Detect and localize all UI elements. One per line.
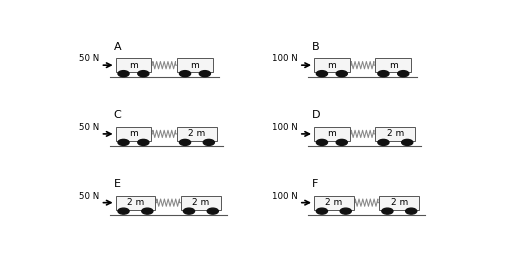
Circle shape <box>138 140 149 145</box>
Bar <box>375 58 411 72</box>
Text: 2 m: 2 m <box>127 198 144 207</box>
Circle shape <box>316 140 328 145</box>
Circle shape <box>183 208 195 214</box>
Text: B: B <box>312 42 319 52</box>
Bar <box>314 196 354 210</box>
Text: E: E <box>114 179 121 189</box>
Text: C: C <box>114 110 121 121</box>
Circle shape <box>138 71 149 77</box>
Bar <box>379 196 419 210</box>
Bar <box>116 58 152 72</box>
Text: 50 N: 50 N <box>79 54 99 63</box>
Text: 2 m: 2 m <box>391 198 408 207</box>
Text: 100 N: 100 N <box>271 123 297 132</box>
Text: 50 N: 50 N <box>79 191 99 201</box>
Bar <box>177 58 213 72</box>
Text: 50 N: 50 N <box>79 123 99 132</box>
Circle shape <box>118 140 129 145</box>
Text: m: m <box>129 129 138 138</box>
Circle shape <box>402 140 413 145</box>
Circle shape <box>199 71 210 77</box>
Bar <box>116 196 155 210</box>
Circle shape <box>316 208 328 214</box>
Bar <box>375 127 415 141</box>
Circle shape <box>118 208 129 214</box>
Text: m: m <box>328 129 336 138</box>
Circle shape <box>398 71 409 77</box>
Circle shape <box>118 71 129 77</box>
Text: A: A <box>114 42 121 52</box>
Circle shape <box>180 71 190 77</box>
Text: m: m <box>328 61 336 70</box>
Text: m: m <box>389 61 398 70</box>
Bar <box>314 58 350 72</box>
Circle shape <box>180 140 190 145</box>
Text: 2 m: 2 m <box>193 198 209 207</box>
Bar <box>181 196 221 210</box>
Text: 100 N: 100 N <box>271 191 297 201</box>
Text: m: m <box>129 61 138 70</box>
Circle shape <box>378 140 389 145</box>
Circle shape <box>207 208 218 214</box>
Text: 2 m: 2 m <box>387 129 404 138</box>
Text: 2 m: 2 m <box>325 198 343 207</box>
Circle shape <box>142 208 153 214</box>
Text: D: D <box>312 110 321 121</box>
Bar <box>116 127 152 141</box>
Circle shape <box>382 208 393 214</box>
Circle shape <box>406 208 417 214</box>
Bar <box>314 127 350 141</box>
Circle shape <box>316 71 328 77</box>
Circle shape <box>336 71 347 77</box>
Text: m: m <box>190 61 199 70</box>
Circle shape <box>336 140 347 145</box>
Text: 100 N: 100 N <box>271 54 297 63</box>
Text: F: F <box>312 179 318 189</box>
Circle shape <box>378 71 389 77</box>
Bar <box>177 127 217 141</box>
Circle shape <box>203 140 215 145</box>
Circle shape <box>340 208 351 214</box>
Text: 2 m: 2 m <box>188 129 205 138</box>
